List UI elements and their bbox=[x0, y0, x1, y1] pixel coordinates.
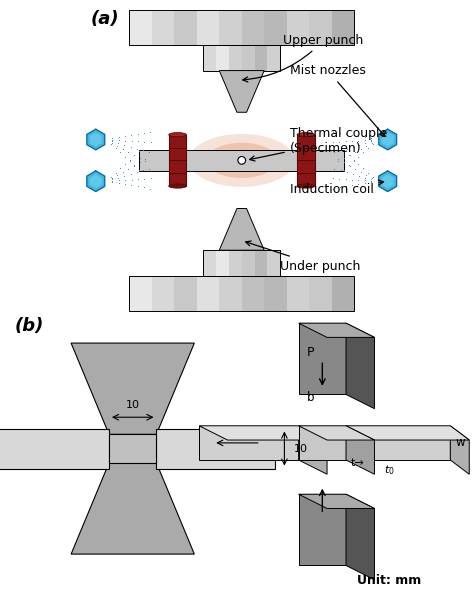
Bar bbox=[129, 10, 152, 45]
Bar bbox=[203, 250, 280, 276]
Polygon shape bbox=[91, 134, 101, 146]
Bar bbox=[297, 135, 315, 186]
Text: Thermal couple
(Specimen): Thermal couple (Specimen) bbox=[250, 127, 387, 161]
Text: b: b bbox=[307, 391, 314, 404]
Bar bbox=[219, 276, 242, 311]
Polygon shape bbox=[299, 323, 374, 337]
Text: Induction coil: Induction coil bbox=[290, 180, 383, 196]
Bar bbox=[309, 10, 331, 45]
Bar bbox=[197, 10, 219, 45]
Bar bbox=[264, 276, 287, 311]
Bar bbox=[287, 276, 309, 311]
Polygon shape bbox=[383, 134, 393, 146]
Bar bbox=[109, 434, 156, 463]
Ellipse shape bbox=[169, 184, 186, 188]
Bar bbox=[169, 135, 186, 186]
Polygon shape bbox=[299, 426, 374, 440]
Bar bbox=[152, 10, 174, 45]
Polygon shape bbox=[299, 494, 374, 508]
Polygon shape bbox=[299, 426, 346, 460]
Bar bbox=[216, 45, 229, 71]
Bar bbox=[331, 276, 354, 311]
Bar bbox=[229, 250, 242, 276]
Polygon shape bbox=[299, 323, 346, 394]
Bar bbox=[242, 276, 264, 311]
Polygon shape bbox=[0, 429, 109, 469]
Bar bbox=[229, 45, 242, 71]
Polygon shape bbox=[87, 129, 105, 150]
Bar bbox=[152, 276, 174, 311]
Text: Under punch: Under punch bbox=[246, 241, 361, 273]
Bar bbox=[309, 276, 331, 311]
Bar bbox=[242, 250, 255, 276]
Bar bbox=[267, 45, 280, 71]
Polygon shape bbox=[299, 426, 327, 474]
Bar bbox=[129, 276, 152, 311]
Circle shape bbox=[238, 157, 246, 164]
Bar bbox=[139, 150, 345, 170]
Text: (a): (a) bbox=[91, 10, 119, 28]
Ellipse shape bbox=[169, 132, 186, 137]
Bar bbox=[129, 276, 354, 311]
Text: Mist nozzles: Mist nozzles bbox=[290, 64, 385, 137]
Ellipse shape bbox=[207, 143, 277, 178]
Polygon shape bbox=[346, 426, 450, 460]
Text: (b): (b) bbox=[14, 317, 44, 336]
Bar bbox=[129, 10, 354, 45]
Polygon shape bbox=[219, 208, 264, 250]
Polygon shape bbox=[379, 129, 397, 150]
Text: 10: 10 bbox=[294, 444, 308, 454]
Bar bbox=[264, 10, 287, 45]
Polygon shape bbox=[71, 463, 194, 554]
Polygon shape bbox=[91, 175, 101, 187]
Bar bbox=[197, 276, 219, 311]
Ellipse shape bbox=[189, 134, 295, 187]
Polygon shape bbox=[346, 494, 374, 580]
Text: $t_0$: $t_0$ bbox=[384, 463, 395, 477]
Polygon shape bbox=[156, 429, 275, 469]
Polygon shape bbox=[346, 426, 374, 474]
Bar bbox=[216, 250, 229, 276]
Bar bbox=[242, 10, 264, 45]
Bar bbox=[287, 10, 309, 45]
Bar bbox=[255, 250, 267, 276]
Text: w: w bbox=[455, 437, 465, 450]
Polygon shape bbox=[199, 426, 327, 440]
Bar bbox=[203, 45, 216, 71]
Polygon shape bbox=[346, 323, 374, 409]
Bar bbox=[174, 10, 197, 45]
Polygon shape bbox=[383, 175, 393, 187]
Ellipse shape bbox=[220, 150, 263, 171]
Polygon shape bbox=[199, 426, 299, 460]
Bar bbox=[203, 250, 216, 276]
Text: P: P bbox=[307, 346, 314, 359]
Polygon shape bbox=[346, 426, 469, 440]
Text: Upper punch: Upper punch bbox=[243, 34, 364, 82]
Bar bbox=[203, 45, 280, 71]
Polygon shape bbox=[299, 494, 346, 565]
Bar bbox=[174, 276, 197, 311]
Polygon shape bbox=[379, 171, 397, 191]
Text: Unit: mm: Unit: mm bbox=[356, 574, 421, 587]
Bar bbox=[331, 10, 354, 45]
Ellipse shape bbox=[297, 184, 315, 188]
Bar bbox=[242, 45, 255, 71]
Bar bbox=[267, 250, 280, 276]
Text: 10: 10 bbox=[126, 400, 140, 410]
Bar bbox=[219, 10, 242, 45]
Polygon shape bbox=[450, 426, 469, 474]
Bar bbox=[255, 45, 267, 71]
Polygon shape bbox=[71, 343, 194, 434]
Ellipse shape bbox=[297, 132, 315, 137]
Polygon shape bbox=[219, 71, 264, 112]
Polygon shape bbox=[87, 171, 105, 191]
Text: t→: t→ bbox=[351, 458, 365, 468]
